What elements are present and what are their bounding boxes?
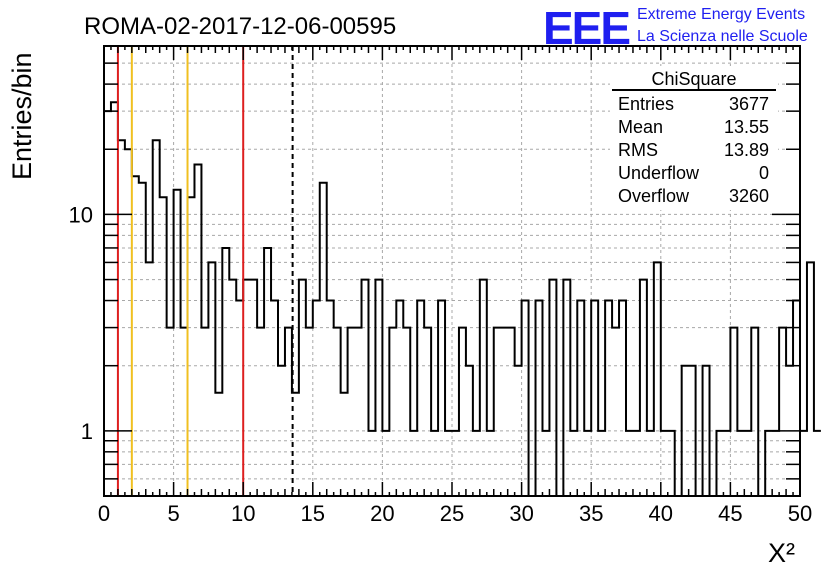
y-tick-label: 1 (81, 419, 93, 444)
stats-row-value: 3677 (729, 94, 769, 114)
stats-row-label: Overflow (618, 186, 690, 206)
y-axis-label: Entries/bin (7, 52, 37, 180)
x-tick-label: 45 (718, 501, 742, 526)
axis-ticks (103, 46, 801, 496)
x-tick-label: 0 (98, 501, 110, 526)
stats-row-label: Mean (618, 117, 663, 137)
x-tick-label: 40 (649, 501, 673, 526)
histogram-step-line (104, 101, 821, 497)
reference-lines (116, 46, 294, 496)
stats-box: ChiSquare Entries 3677 Mean 13.55 RMS 13.89 Un… (610, 66, 778, 210)
eee-logo: EEE Extreme Energy Events La Scienza nel… (543, 2, 808, 54)
x-tick-label: 20 (370, 501, 394, 526)
x-tick-label: 5 (167, 501, 179, 526)
logo-line-1: Extreme Energy Events (637, 6, 805, 23)
stats-row-value: 13.55 (724, 117, 769, 137)
stats-rows: Entries 3677 Mean 13.55 RMS 13.89 Underflow 0 Ov… (618, 94, 769, 206)
histogram-series (104, 101, 821, 497)
stats-row-label: Underflow (618, 163, 700, 183)
x-axis-label: X² (768, 538, 795, 568)
x-tick-label: 50 (788, 501, 812, 526)
x-tick-label: 25 (440, 501, 464, 526)
tick-labels: 0 5 10 15 20 25 30 35 40 45 50 1 10 (69, 202, 813, 526)
x-tick-label: 30 (509, 501, 533, 526)
x-tick-label: 10 (231, 501, 255, 526)
stats-title: ChiSquare (651, 69, 736, 89)
y-tick-label: 10 (69, 202, 93, 227)
stats-row-value: 3260 (729, 186, 769, 206)
stats-row-label: RMS (618, 140, 658, 160)
stats-row-value: 13.89 (724, 140, 769, 160)
x-tick-label: 35 (579, 501, 603, 526)
stats-row-value: 0 (759, 163, 769, 183)
logo-line-2: La Scienza nelle Scuole (637, 28, 808, 45)
x-tick-label: 15 (301, 501, 325, 526)
chart-title: ROMA-02-2017-12-06-00595 (84, 13, 396, 40)
stats-row-label: Entries (618, 94, 674, 114)
